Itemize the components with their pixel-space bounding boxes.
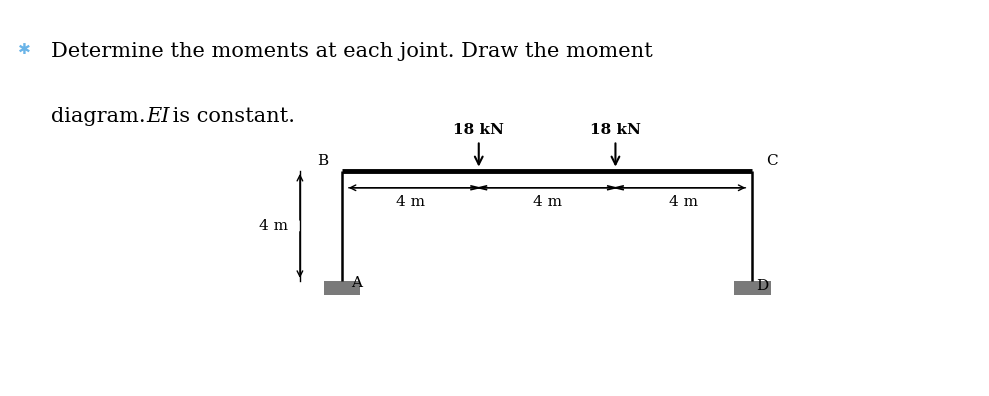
Text: 18 kN: 18 kN bbox=[453, 124, 504, 137]
Text: ✱: ✱ bbox=[18, 42, 31, 57]
Text: C: C bbox=[765, 154, 777, 168]
Text: 4 m: 4 m bbox=[259, 219, 289, 233]
Text: 18 kN: 18 kN bbox=[590, 124, 641, 137]
Text: diagram.: diagram. bbox=[51, 107, 152, 126]
Text: 4 m: 4 m bbox=[533, 195, 562, 209]
Text: B: B bbox=[317, 154, 328, 168]
Text: D: D bbox=[756, 279, 768, 293]
Bar bbox=[734, 281, 770, 295]
Text: EI: EI bbox=[146, 107, 170, 126]
Text: 4 m: 4 m bbox=[670, 195, 698, 209]
Text: 4 m: 4 m bbox=[396, 195, 425, 209]
Text: is constant.: is constant. bbox=[166, 107, 295, 126]
Text: Determine the moments at each joint. Draw the moment: Determine the moments at each joint. Dra… bbox=[51, 42, 653, 61]
Text: A: A bbox=[351, 276, 362, 290]
Bar bbox=[323, 281, 360, 295]
